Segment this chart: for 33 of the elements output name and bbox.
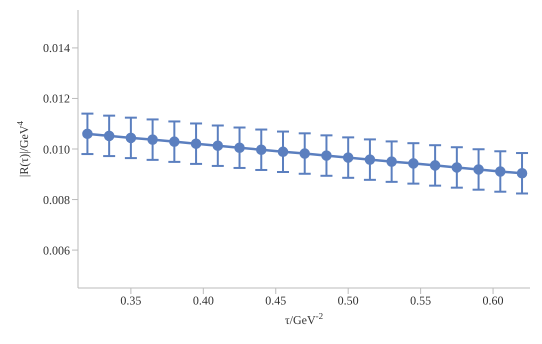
point (364, 154, 376, 165)
point (408, 158, 419, 169)
x-tick-label: 0.50 (338, 294, 359, 308)
point (430, 160, 440, 171)
x-tick-label: 0.55 (410, 294, 432, 308)
point (126, 132, 136, 144)
y-tick-label: 0.008 (43, 192, 70, 207)
point (234, 142, 245, 153)
point (516, 168, 528, 179)
y-tick-label: 0.014 (43, 41, 70, 56)
point (147, 134, 158, 145)
point (278, 146, 288, 158)
x-tick-label: 0.60 (482, 294, 504, 308)
point (82, 128, 93, 140)
point (495, 166, 506, 177)
x-tick-label: 0.45 (265, 294, 286, 308)
point (342, 152, 354, 163)
point (212, 140, 224, 151)
point (386, 156, 397, 167)
y-tick-label: 0.012 (43, 92, 70, 106)
point (473, 164, 484, 175)
x-axis-title: τ/GeV$^{-2}$ (284, 311, 324, 327)
point (256, 144, 267, 156)
point (104, 130, 114, 142)
point (299, 148, 310, 159)
point (169, 136, 180, 147)
point (452, 162, 462, 173)
point (190, 138, 202, 149)
x-tick-label: 0.35 (120, 294, 142, 308)
y-tick-label: 0.006 (43, 243, 70, 258)
x-tick-label: 0.40 (192, 294, 214, 308)
point (321, 150, 332, 161)
y-tick-label: 0.010 (43, 142, 70, 156)
